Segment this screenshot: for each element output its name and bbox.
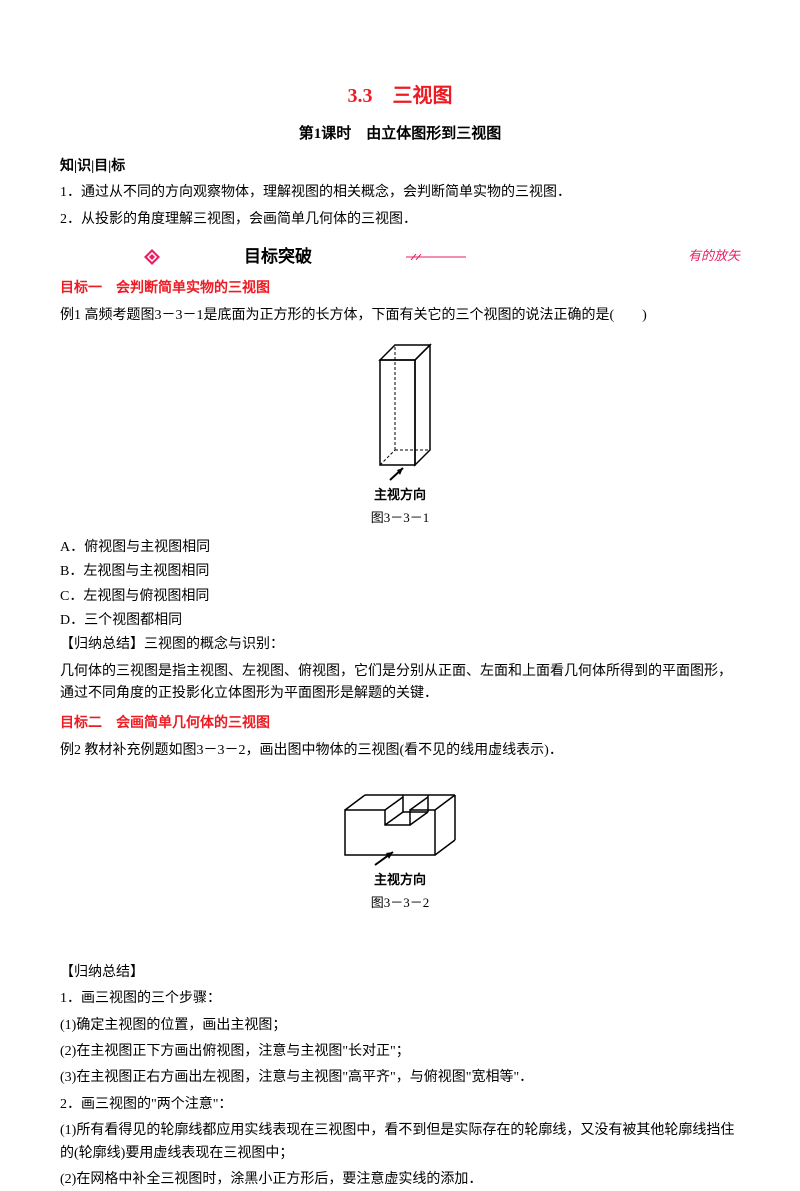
goal-header-text: 目标突破 (244, 243, 312, 270)
main-title: 3.3 三视图 (60, 80, 740, 112)
cuboid-figure (355, 335, 445, 485)
goal2-step2-1: (1)所有看得见的轮廓线都应用实线表现在三视图中，看不到但是实际存在的轮廓线，又… (60, 1120, 740, 1165)
knowledge-label: 知|识|目|标 (60, 156, 740, 178)
figure1-view-label: 主视方向 (60, 485, 740, 506)
goal1-summary: 几何体的三视图是指主视图、左视图、俯视图，它们是分别从正面、左面和上面看几何体所… (60, 661, 740, 706)
figure-1: 主视方向 图3－3－1 (60, 335, 740, 529)
goal2-step2-2: (2)在网格中补全三视图时，涂黑小正方形后，要注意虚实线的添加． (60, 1169, 740, 1191)
goal2-title: 目标二 会画简单几何体的三视图 (60, 713, 740, 735)
goal-header: 目标突破 有的放矢 (60, 243, 740, 270)
option-b: B．左视图与主视图相同 (60, 561, 740, 583)
figure2-caption: 图3－3－2 (60, 893, 740, 914)
subtitle: 第1课时 由立体图形到三视图 (60, 122, 740, 146)
option-c: C．左视图与俯视图相同 (60, 586, 740, 608)
goal1-example: 例1 高频考题图3－3－1是底面为正方形的长方体，下面有关它的三个视图的说法正确… (60, 305, 740, 327)
goal2-step1-1: (1)确定主视图的位置，画出主视图； (60, 1015, 740, 1037)
knowledge-item-1: 1．通过从不同的方向观察物体，理解视图的相关概念，会判断简单实物的三视图． (60, 182, 740, 204)
goal2-step2-label: 2．画三视图的"两个注意"： (60, 1094, 740, 1116)
slash-icon (406, 254, 466, 260)
goal2-example: 例2 教材补充例题如图3－3－2，画出图中物体的三视图(看不见的线用虚线表示)． (60, 740, 740, 762)
goal2-step1-3: (3)在主视图正右方画出左视图，注意与主视图"高平齐"，与俯视图"宽相等"． (60, 1067, 740, 1089)
goal1-title: 目标一 会判断简单实物的三视图 (60, 278, 740, 300)
figure-2: 主视方向 图3－3－2 (60, 770, 740, 914)
goal1-summary-label: 【归纳总结】三视图的概念与识别： (60, 634, 740, 656)
option-a: A．俯视图与主视图相同 (60, 537, 740, 559)
figure2-view-label: 主视方向 (60, 870, 740, 891)
goal2-step1-2: (2)在主视图正下方画出俯视图，注意与主视图"长对正"； (60, 1041, 740, 1063)
notched-block-figure (325, 770, 475, 870)
figure1-caption: 图3－3－1 (60, 508, 740, 529)
pink-diamond-icon (142, 247, 162, 267)
option-d: D．三个视图都相同 (60, 610, 740, 632)
goal2-step1-label: 1．画三视图的三个步骤： (60, 988, 740, 1010)
knowledge-item-2: 2．从投影的角度理解三视图，会画简单几何体的三视图． (60, 209, 740, 231)
goal2-summary-label: 【归纳总结】 (60, 962, 740, 984)
goal-header-right: 有的放矢 (688, 246, 740, 267)
